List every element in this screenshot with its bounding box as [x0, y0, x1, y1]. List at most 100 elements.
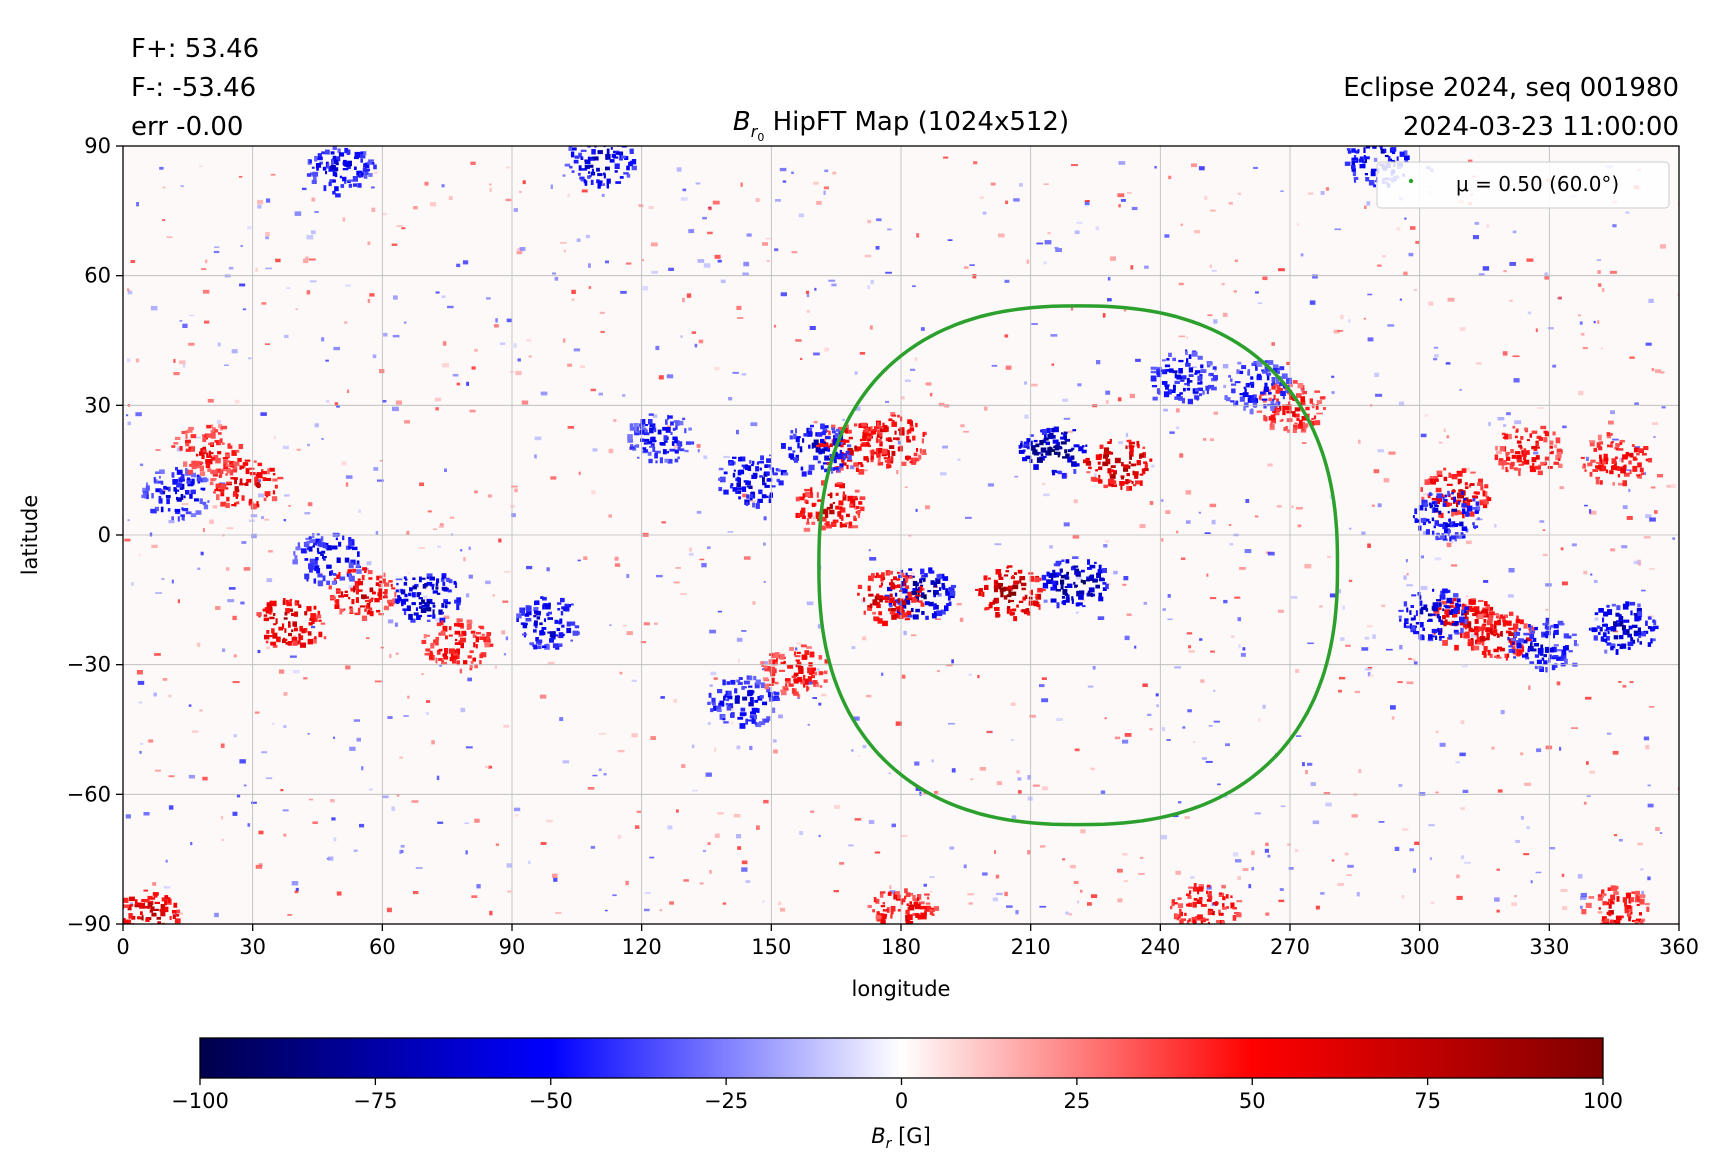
active-region-pixel	[186, 478, 192, 484]
active-region-pixel	[743, 680, 750, 685]
background-speckle	[982, 211, 987, 215]
active-region-pixel	[742, 466, 747, 469]
active-region-pixel	[154, 901, 160, 904]
background-speckle	[812, 697, 817, 699]
active-region-pixel	[1272, 383, 1277, 387]
active-region-pixel	[929, 909, 934, 912]
active-region-pixel	[480, 652, 487, 658]
background-speckle	[745, 880, 751, 883]
active-region-pixel	[830, 471, 834, 474]
background-speckle	[910, 572, 915, 575]
active-region-pixel	[1650, 638, 1653, 644]
background-speckle	[1515, 839, 1521, 843]
background-speckle	[1079, 889, 1083, 893]
active-region-pixel	[1228, 375, 1231, 378]
active-region-pixel	[1442, 608, 1445, 612]
background-speckle	[1523, 853, 1530, 856]
active-region-pixel	[908, 575, 913, 579]
active-region-pixel	[528, 607, 531, 610]
active-region-pixel	[1102, 587, 1107, 591]
active-region-pixel	[435, 657, 438, 664]
active-region-pixel	[826, 524, 832, 529]
active-region-pixel	[739, 712, 746, 717]
active-region-pixel	[1076, 463, 1080, 467]
active-region-pixel	[1561, 654, 1564, 660]
active-region-pixel	[486, 638, 491, 644]
background-speckle	[1265, 912, 1270, 916]
active-region-pixel	[536, 616, 541, 620]
active-region-pixel	[1178, 359, 1184, 363]
active-region-pixel	[442, 625, 448, 632]
background-speckle	[963, 266, 969, 269]
background-speckle	[1237, 192, 1242, 195]
active-region-pixel	[1439, 594, 1446, 600]
active-region-pixel	[724, 694, 728, 698]
active-region-pixel	[1480, 485, 1484, 491]
background-speckle	[257, 649, 261, 654]
active-region-pixel	[912, 588, 917, 593]
active-region-pixel	[470, 630, 476, 634]
active-region-pixel	[1421, 496, 1425, 501]
active-region-pixel	[456, 604, 460, 611]
background-speckle	[916, 233, 920, 238]
active-region-pixel	[930, 580, 935, 585]
active-region-pixel	[354, 151, 361, 158]
active-region-pixel	[1459, 616, 1465, 623]
active-region-pixel	[1448, 529, 1451, 533]
active-region-pixel	[383, 606, 389, 611]
background-speckle	[1178, 801, 1182, 804]
active-region-pixel	[180, 514, 185, 517]
active-region-pixel	[762, 482, 767, 486]
active-region-pixel	[210, 424, 214, 428]
background-speckle	[503, 653, 507, 656]
background-speckle	[851, 525, 859, 529]
background-speckle	[824, 347, 830, 352]
active-region-pixel	[759, 467, 762, 471]
background-speckle	[403, 321, 407, 324]
active-region-pixel	[1055, 561, 1061, 567]
background-speckle	[1068, 913, 1073, 916]
background-speckle	[534, 436, 542, 441]
active-region-pixel	[312, 558, 318, 565]
active-region-pixel	[340, 184, 345, 188]
active-region-pixel	[1085, 461, 1092, 466]
active-region-pixel	[1455, 602, 1459, 606]
background-speckle	[1378, 821, 1385, 823]
active-region-pixel	[1261, 398, 1268, 401]
background-speckle	[1621, 545, 1628, 549]
background-speckle	[682, 188, 687, 192]
active-region-pixel	[768, 659, 773, 665]
active-region-pixel	[802, 438, 805, 443]
active-region-pixel	[261, 470, 267, 475]
active-region-pixel	[1638, 635, 1642, 638]
background-speckle	[1562, 581, 1568, 586]
active-region-pixel	[568, 146, 572, 151]
active-region-pixel	[210, 469, 217, 475]
active-region-pixel	[1098, 466, 1103, 471]
active-region-pixel	[321, 550, 326, 554]
active-region-pixel	[298, 636, 301, 643]
active-region-pixel	[436, 622, 442, 627]
active-region-pixel	[1272, 367, 1278, 374]
background-speckle	[1117, 868, 1123, 873]
active-region-pixel	[1475, 632, 1479, 636]
active-region-pixel	[599, 137, 602, 140]
active-region-pixel	[667, 415, 673, 419]
background-speckle	[943, 156, 949, 159]
background-speckle	[135, 412, 142, 417]
background-speckle	[867, 285, 870, 290]
background-speckle	[1544, 272, 1548, 277]
background-speckle	[862, 636, 867, 641]
active-region-pixel	[1239, 396, 1245, 402]
active-region-pixel	[1650, 626, 1655, 632]
active-region-pixel	[181, 430, 186, 434]
active-region-pixel	[151, 913, 157, 917]
active-region-pixel	[168, 924, 173, 926]
active-region-pixel	[881, 454, 887, 457]
background-speckle	[1366, 624, 1373, 628]
active-region-pixel	[1633, 613, 1638, 616]
active-region-pixel	[876, 911, 880, 917]
active-region-pixel	[738, 677, 743, 680]
active-region-pixel	[1391, 159, 1395, 163]
active-region-pixel	[599, 139, 602, 144]
